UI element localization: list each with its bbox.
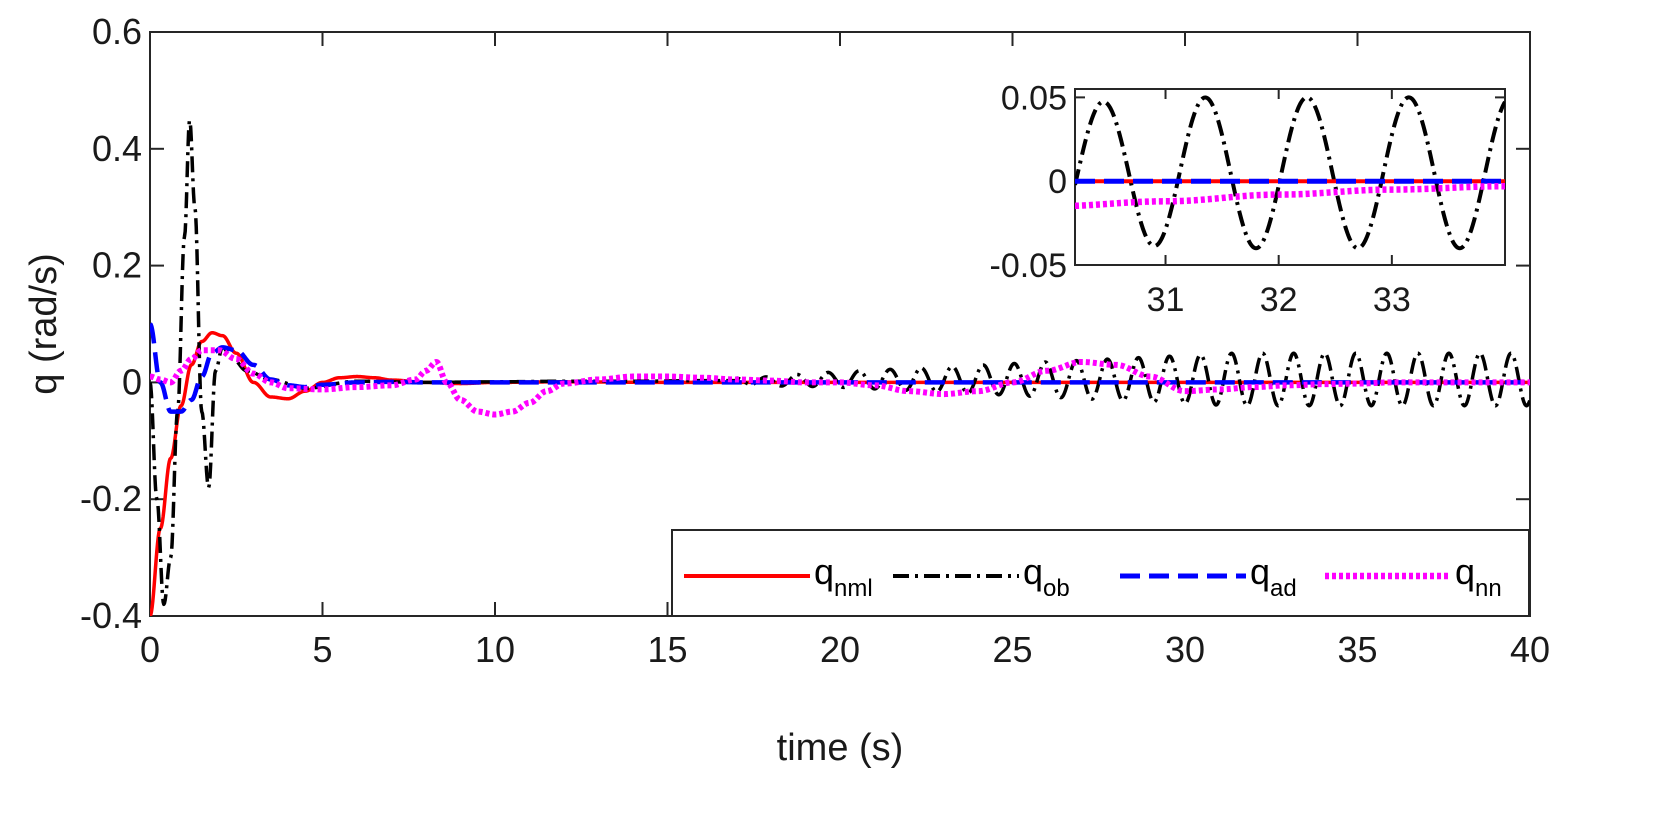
legend-entry-q-nn: qnn bbox=[1325, 551, 1502, 602]
x-axis-label: time (s) bbox=[777, 727, 904, 769]
x-tick-label: 20 bbox=[820, 629, 860, 670]
inset-series-line-q-ob bbox=[1075, 95, 1505, 251]
y-tick-label: -0.05 bbox=[990, 247, 1068, 285]
x-tick-label: 33 bbox=[1373, 281, 1411, 319]
x-tick-label: 0 bbox=[140, 629, 160, 670]
y-tick-label: 0.05 bbox=[1001, 79, 1067, 117]
main-axis-ticks: 0 5 10 15 20 25 30 35 40 -0.4 -0.2 0 0.2 0.4 0.6 bbox=[80, 11, 1550, 670]
y-tick-label: 0 bbox=[1048, 163, 1067, 201]
legend-entry-q-ad: qad bbox=[1120, 551, 1297, 602]
y-tick-label: 0.4 bbox=[92, 128, 142, 169]
y-tick-label: 0.2 bbox=[92, 245, 142, 286]
legend-box bbox=[671, 529, 1530, 617]
legend-entry-q-ob: qob bbox=[893, 551, 1070, 602]
x-tick-label: 32 bbox=[1260, 281, 1298, 319]
y-tick-label: -0.4 bbox=[80, 595, 142, 636]
legend-label: qnn bbox=[1455, 551, 1502, 602]
inset-plot-frame bbox=[1074, 88, 1506, 266]
y-tick-label: 0 bbox=[122, 361, 142, 402]
inset-series-group bbox=[1075, 95, 1505, 251]
legend-label: qob bbox=[1023, 551, 1070, 602]
legend-label: qad bbox=[1250, 551, 1297, 602]
x-tick-label: 31 bbox=[1147, 281, 1185, 319]
legend-entry-q-nml: qnml bbox=[684, 551, 873, 602]
legend: qnml qob qad qnn bbox=[671, 529, 1530, 617]
y-tick-label: -0.2 bbox=[80, 478, 142, 519]
legend-label: qnml bbox=[814, 551, 873, 602]
x-tick-label: 30 bbox=[1165, 629, 1205, 670]
main-series-group bbox=[150, 118, 1530, 616]
y-tick-label: 0.6 bbox=[92, 11, 142, 52]
series-line-q-nn bbox=[150, 347, 1530, 418]
inset-axis-ticks: 31 32 33 -0.05 0 0.05 bbox=[990, 79, 1505, 319]
x-tick-label: 40 bbox=[1510, 629, 1550, 670]
inset-series-line-q-nn bbox=[1075, 182, 1505, 210]
x-tick-label: 25 bbox=[992, 629, 1032, 670]
x-tick-label: 35 bbox=[1337, 629, 1377, 670]
x-tick-label: 15 bbox=[647, 629, 687, 670]
y-axis-label: q (rad/s) bbox=[23, 253, 65, 394]
x-tick-label: 10 bbox=[475, 629, 515, 670]
x-tick-label: 5 bbox=[312, 629, 332, 670]
